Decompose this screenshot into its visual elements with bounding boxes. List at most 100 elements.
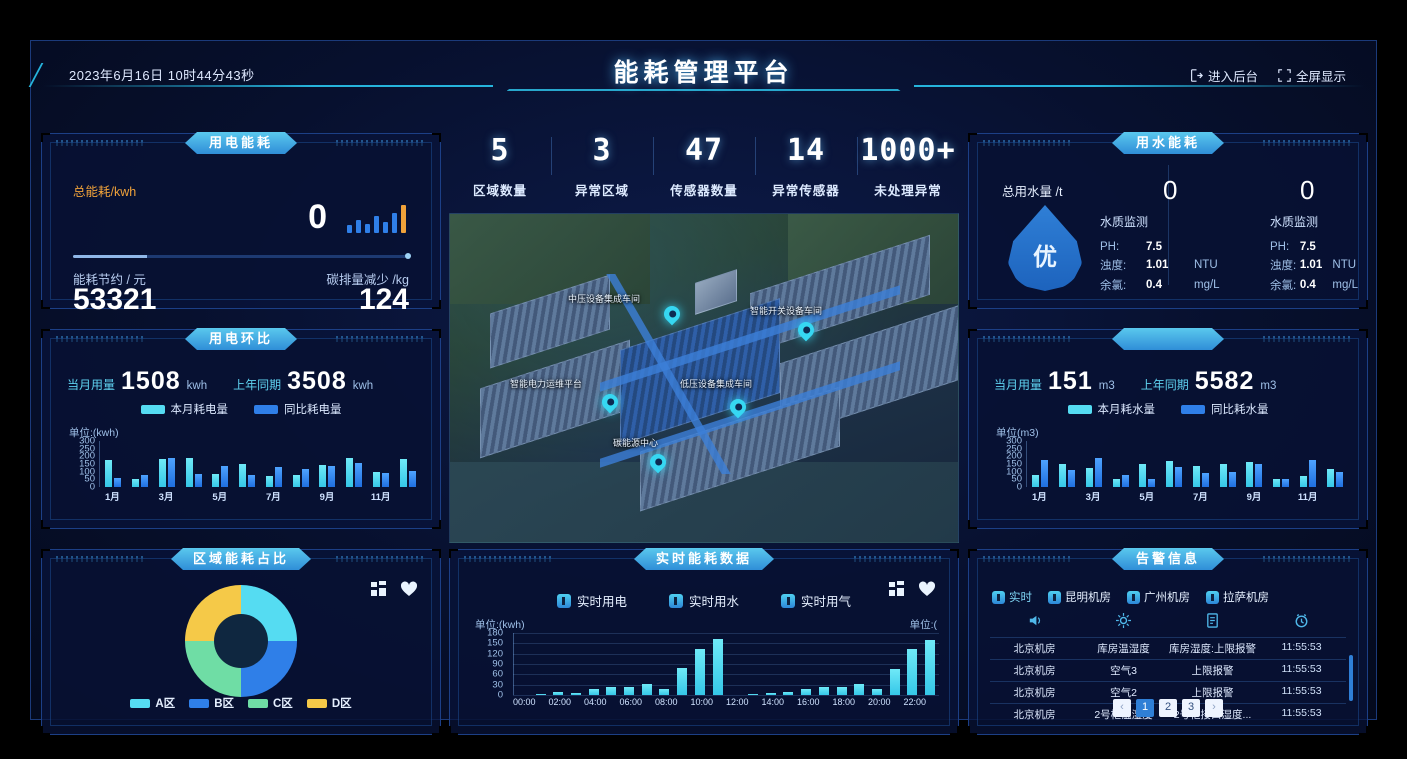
kpi-label: 区域数量 xyxy=(472,184,527,198)
alarm-site: 北京机房 xyxy=(1013,665,1056,677)
x-tick xyxy=(713,697,726,715)
x-tick: 20:00 xyxy=(868,697,891,707)
bar xyxy=(1112,479,1120,487)
bar-group xyxy=(567,633,585,695)
clock-icon xyxy=(1257,613,1346,633)
page-button[interactable]: 2 xyxy=(1159,699,1177,717)
realtime-energy-panel: 实时能耗数据 实时用电 实时用水 实时用气 单位:(kwh) 单位:( 0 30 60 9… xyxy=(449,549,959,735)
home-icon xyxy=(1206,590,1219,604)
alarm-tab[interactable]: 广州机房 xyxy=(1127,589,1190,605)
y-tick: 180 xyxy=(487,627,503,639)
x-tick xyxy=(536,697,549,715)
alarm-tabs: 实时 昆明机房 广州机房 拉萨机房 xyxy=(992,589,1269,605)
bar-group xyxy=(100,441,127,487)
bar-group xyxy=(1107,441,1134,487)
alarm-sensor: 空气3 xyxy=(1110,665,1137,677)
table-row[interactable]: 北京机房 库房温湿度 库房湿度:上限报警 11:55:53 xyxy=(990,637,1346,659)
bar xyxy=(399,459,407,487)
header-datetime: 2023年6月16日 10时44分43秒 xyxy=(69,68,255,83)
fullscreen-button[interactable]: 全屏显示 xyxy=(1278,66,1346,85)
map-marker[interactable] xyxy=(646,450,670,476)
alarm-panel-body: 实时 昆明机房 广州机房 拉萨机房 北京机房 库房温湿度 库房湿度:上限报警 11:55:5… xyxy=(977,558,1359,726)
alarm-tab-label: 广州机房 xyxy=(1144,592,1190,604)
page-nav-button[interactable]: › xyxy=(1205,699,1223,717)
map-marker[interactable] xyxy=(794,318,818,344)
bar xyxy=(372,472,380,487)
x-tick: 02:00 xyxy=(548,697,572,707)
grid-icon[interactable] xyxy=(889,581,905,597)
elec-lastyear-value: 3508 xyxy=(287,367,347,395)
bar-group xyxy=(585,633,603,695)
factory-aerial-map[interactable]: 中压设备集成车间 智能开关设备车间 智能电力运维平台 低压设备集成车间 碳能源中… xyxy=(449,213,959,543)
dashboard-root: 2023年6月16日 10时44分43秒 能耗管理平台 进入后台 全屏显示 用电… xyxy=(28,40,1377,735)
x-tick xyxy=(607,697,620,715)
alarm-scrollbar[interactable] xyxy=(1349,655,1353,701)
bar-group xyxy=(850,633,868,695)
alarm-tab-label: 实时 xyxy=(1009,592,1032,604)
donut-legend-item[interactable]: A区 xyxy=(130,695,175,711)
realtime-tab[interactable]: 实时用电 xyxy=(556,591,627,610)
alarm-tab[interactable]: 昆明机房 xyxy=(1048,589,1111,605)
chlorine-unit: mg/L xyxy=(1194,279,1220,291)
legend-item-lastyear: 同比耗水量 xyxy=(1181,401,1269,417)
donut-legend-item[interactable]: B区 xyxy=(189,695,234,711)
bar-group xyxy=(532,633,550,695)
grid-icon[interactable] xyxy=(371,581,387,597)
map-marker[interactable] xyxy=(660,302,684,328)
bar xyxy=(624,686,635,695)
map-marker-label: 碳能源中心 xyxy=(613,438,659,448)
chlorine-value: 0.4 xyxy=(1299,279,1316,291)
heart-icon[interactable] xyxy=(919,581,935,597)
speaker-icon xyxy=(990,613,1079,633)
bar xyxy=(712,639,723,695)
x-tick: 12:00 xyxy=(726,697,749,707)
water-trend-panel: 当月用量 151 m3 上年同期 5582 m3 本月耗水量 同比耗水量 单位(… xyxy=(968,329,1368,529)
electricity-total-label: 总能耗/kwh xyxy=(73,185,137,199)
bar xyxy=(1299,475,1307,487)
alarm-tab[interactable]: 实时 xyxy=(992,589,1032,605)
map-marker[interactable] xyxy=(598,390,622,416)
alarm-table-header xyxy=(990,613,1346,637)
water-quality-left: 水质监测 PH: 7.5 浊度: 1.01 NTU 余氯: 0.4 mg/L xyxy=(1100,213,1220,295)
table-row[interactable]: 北京机房 空气3 上限报警 11:55:53 xyxy=(990,659,1346,681)
bar-group xyxy=(815,633,833,695)
x-tick: 11月 xyxy=(1297,492,1318,503)
donut-legend-item[interactable]: D区 xyxy=(306,695,352,711)
realtime-tab[interactable]: 实时用气 xyxy=(781,591,851,610)
bar xyxy=(221,466,229,487)
table-row[interactable]: 北京机房 空气2 上限报警 11:55:53 xyxy=(990,681,1346,703)
bar xyxy=(158,459,166,487)
water-total-value-right: 0 xyxy=(1300,175,1315,205)
map-marker[interactable] xyxy=(726,395,750,421)
elec-month-value: 1508 xyxy=(121,367,181,395)
realtime-panel-body: 实时用电 实时用水 实时用气 单位:(kwh) 单位:( 0 30 60 90 120 150… xyxy=(458,558,950,726)
heart-icon[interactable] xyxy=(401,581,417,597)
bar xyxy=(1148,478,1156,487)
bar xyxy=(907,648,918,695)
page-button[interactable]: 1 xyxy=(1136,699,1154,717)
water-grade-text: 优 xyxy=(1033,243,1057,271)
y-tick: 60 xyxy=(492,668,503,680)
alarm-site: 北京机房 xyxy=(1013,687,1056,699)
enter-backend-button[interactable]: 进入后台 xyxy=(1190,66,1258,85)
x-tick: 9月 xyxy=(319,492,335,503)
donut-legend-item[interactable]: C区 xyxy=(248,695,293,711)
y-tick: 300 xyxy=(1006,435,1022,447)
alarm-pagination: ‹ 1 2 3 › xyxy=(978,699,1358,717)
x-tick xyxy=(1267,489,1294,507)
bar xyxy=(535,693,546,695)
spark-bar xyxy=(374,216,379,233)
alarm-tab[interactable]: 拉萨机房 xyxy=(1206,589,1269,605)
note-icon xyxy=(1168,613,1257,633)
page-nav-button[interactable]: ‹ xyxy=(1113,699,1131,717)
bar-group xyxy=(207,441,234,487)
x-tick xyxy=(126,489,153,507)
page-button[interactable]: 3 xyxy=(1182,699,1200,717)
alarm-time: 11:55:53 xyxy=(1281,663,1322,675)
realtime-tab[interactable]: 实时用水 xyxy=(668,591,739,610)
bar xyxy=(871,688,882,695)
x-tick xyxy=(1160,489,1187,507)
x-tick: 9月 xyxy=(1246,492,1262,503)
legend-label: 本月耗电量 xyxy=(170,404,229,416)
donut-legend-label: D区 xyxy=(331,698,352,710)
